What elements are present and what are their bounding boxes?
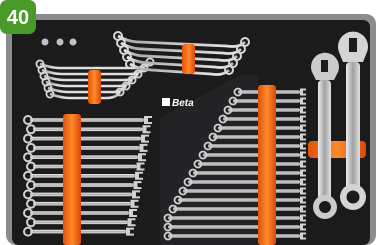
wrench-shaft bbox=[30, 118, 144, 122]
orange-strip bbox=[258, 85, 276, 245]
small-part bbox=[70, 39, 77, 46]
small-part bbox=[42, 39, 49, 46]
orange-strip bbox=[63, 114, 81, 245]
wrench-shaft bbox=[33, 202, 131, 206]
wrench-shaft bbox=[168, 225, 300, 228]
wrench-shaft bbox=[198, 162, 300, 165]
wrench-shaft bbox=[208, 144, 300, 147]
badge-text: 40 bbox=[7, 7, 29, 29]
page: Beta 40 (() => { const data = JSON.parse… bbox=[0, 0, 379, 245]
wrench-shaft bbox=[213, 135, 300, 138]
wrench-shaft bbox=[33, 183, 134, 187]
wrench-shaft bbox=[33, 165, 137, 169]
wrench-shaft bbox=[30, 174, 135, 178]
wrench-shaft bbox=[168, 234, 300, 237]
wrench-shaft bbox=[183, 189, 300, 192]
logo-text: Beta bbox=[172, 98, 194, 109]
orange-strip bbox=[88, 70, 101, 104]
wrench-shaft bbox=[188, 180, 300, 183]
wrench-shaft bbox=[30, 155, 138, 159]
tool-tray-photo: Beta 40 bbox=[0, 0, 379, 245]
wrench-shaft bbox=[178, 198, 300, 201]
orange-strip bbox=[182, 44, 195, 74]
wrench-shaft bbox=[30, 137, 141, 141]
wrench-shaft bbox=[33, 128, 143, 132]
wrench-shaft bbox=[173, 207, 300, 210]
wrench-shaft bbox=[168, 216, 300, 219]
wrench-shaft bbox=[193, 171, 300, 174]
small-part bbox=[57, 39, 64, 46]
wrench-shaft bbox=[33, 146, 140, 150]
logo-icon bbox=[162, 98, 170, 106]
wrench-shaft bbox=[203, 153, 300, 156]
